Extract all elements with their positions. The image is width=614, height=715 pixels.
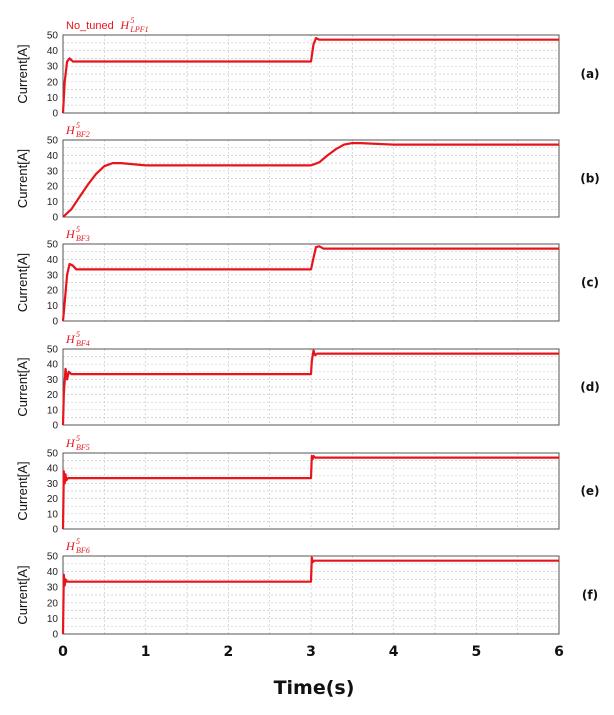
panel-title-prefix: No_tuned: [66, 20, 114, 32]
y-tick-label: 50: [47, 240, 59, 251]
y-tick-label: 20: [47, 494, 59, 505]
series-line: [61, 454, 559, 530]
panel-title-symbol: H: [65, 436, 76, 450]
y-tick-label: 20: [47, 390, 59, 401]
panel-title-subscript: BF4: [76, 339, 90, 348]
panel-label: (e): [580, 484, 599, 498]
y-tick-label: 30: [47, 270, 59, 281]
y-tick-label: 10: [47, 405, 59, 416]
y-tick-label: 0: [52, 109, 58, 120]
y-tick-label: 40: [47, 360, 59, 371]
y-tick-label: 50: [47, 136, 59, 147]
y-tick-label: 50: [47, 449, 59, 460]
panel-title-symbol: H: [65, 539, 76, 553]
x-tick-label: 5: [471, 644, 481, 660]
panel-title-symbol: H: [119, 18, 130, 32]
y-tick-label: 10: [47, 301, 59, 312]
panel-label: (f): [582, 588, 598, 602]
y-axis-label: Current[A]: [15, 149, 30, 208]
panel-title-subscript: BF2: [76, 130, 90, 139]
plot-frame: [62, 348, 560, 426]
panel-label: (c): [581, 276, 599, 290]
plot-frame: [62, 34, 560, 114]
series-line: [61, 37, 559, 114]
panel-label: (a): [580, 67, 599, 81]
y-tick-label: 0: [52, 317, 58, 328]
panel-title-superscript: 5: [76, 121, 80, 130]
y-tick-label: 30: [47, 166, 59, 177]
plot-frame: [62, 139, 560, 218]
panel-title-subscript: BF5: [76, 443, 90, 452]
y-tick-label: 40: [47, 46, 59, 57]
y-tick-label: 10: [47, 197, 59, 208]
panel-title-symbol: H: [65, 123, 76, 137]
y-axis-label: Current[A]: [15, 357, 30, 416]
x-tick-label: 4: [389, 644, 399, 660]
panel-title-subscript: LPF1: [129, 25, 148, 34]
panel-title-superscript: 5: [76, 537, 80, 546]
y-tick-label: 20: [47, 598, 59, 609]
y-tick-label: 0: [52, 421, 58, 432]
panel-title-superscript: 5: [76, 330, 80, 339]
series-line: [61, 349, 559, 426]
y-axis-label: Current[A]: [15, 253, 30, 312]
x-tick-label: 2: [223, 644, 233, 660]
panel-title-subscript: BF3: [76, 234, 90, 243]
y-tick-label: 50: [47, 345, 59, 356]
y-tick-label: 40: [47, 151, 59, 162]
y-tick-label: 10: [47, 614, 59, 625]
series-line: [62, 142, 559, 218]
series-line: [61, 245, 559, 322]
y-tick-label: 20: [47, 286, 59, 297]
panel-label: (d): [580, 380, 600, 394]
panel-title-symbol: H: [65, 227, 76, 241]
panel-title-superscript: 5: [130, 16, 134, 25]
panel-label: (b): [580, 172, 600, 186]
series-line: [61, 556, 559, 635]
y-tick-label: 40: [47, 464, 59, 475]
panel-title-superscript: 5: [76, 225, 80, 234]
y-tick-label: 40: [47, 255, 59, 266]
panel-title-subscript: BF6: [76, 546, 90, 555]
x-tick-label: 0: [58, 644, 68, 660]
y-tick-label: 0: [52, 525, 58, 536]
x-axis-label: Time(s): [274, 677, 355, 699]
x-tick-label: 6: [554, 644, 564, 660]
y-tick-label: 30: [47, 479, 59, 490]
y-tick-label: 10: [47, 509, 59, 520]
y-tick-label: 0: [52, 630, 58, 641]
y-tick-label: 20: [47, 182, 59, 193]
x-tick-label: 1: [141, 644, 151, 660]
y-tick-label: 30: [47, 583, 59, 594]
y-tick-label: 10: [47, 93, 59, 104]
y-tick-label: 30: [47, 62, 59, 73]
y-axis-label: Current[A]: [15, 461, 30, 520]
panel-title-symbol: H: [65, 332, 76, 346]
plot-frame: [62, 243, 560, 322]
y-axis-label: Current[A]: [15, 565, 30, 624]
y-tick-label: 40: [47, 567, 59, 578]
shared-x-axis: 0 1 2 3 4 5 6: [58, 644, 564, 660]
y-tick-label: 20: [47, 77, 59, 88]
y-tick-label: 30: [47, 375, 59, 386]
y-tick-label: 50: [47, 31, 59, 42]
x-tick-label: 3: [306, 644, 316, 660]
y-tick-label: 50: [47, 552, 59, 563]
panel-title-superscript: 5: [76, 434, 80, 443]
y-axis-label: Current[A]: [15, 44, 30, 103]
y-tick-label: 0: [52, 213, 58, 224]
